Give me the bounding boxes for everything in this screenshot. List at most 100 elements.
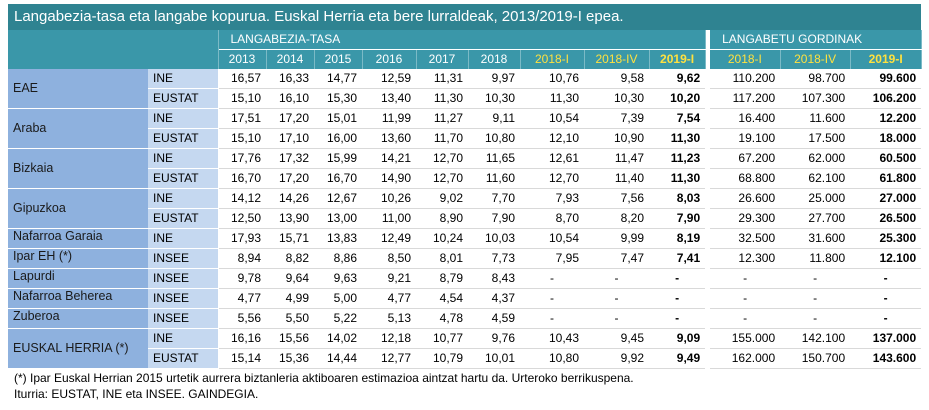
source-label: INE bbox=[148, 148, 219, 169]
value-cell: 7,93 bbox=[520, 188, 584, 209]
gap-cell bbox=[705, 288, 711, 308]
value-cell: 16,16 bbox=[218, 328, 266, 349]
value-cell: 67.200 bbox=[710, 148, 781, 169]
data-row: EAE INE 16,57 16,33 14,77 12,59 11,31 9,97 10,76… bbox=[8, 68, 922, 109]
footnotes: (*) Ipar Euskal Herrian 2015 urtetik aur… bbox=[14, 370, 634, 402]
gap-cell bbox=[705, 248, 711, 268]
value-cell: 10,54 bbox=[520, 228, 584, 249]
source-label: INSEE bbox=[148, 268, 219, 289]
value-cell: 15,99 bbox=[314, 148, 362, 169]
column-header: 2018-I bbox=[710, 49, 781, 69]
data-row: Nafarroa Beherea INSEE 4,77 4,99 5,00 4,77 4,5… bbox=[8, 288, 922, 309]
value-cell: 13,83 bbox=[314, 228, 362, 249]
value-cell: 16,33 bbox=[266, 68, 314, 89]
value-cell: 61.800 bbox=[850, 168, 922, 189]
column-header: 2014 bbox=[266, 49, 315, 69]
source-label: EUSTAT bbox=[148, 208, 219, 229]
value-cell: 13,90 bbox=[266, 208, 314, 229]
footnote: (*) Ipar Euskal Herrian 2015 urtetik aur… bbox=[14, 371, 634, 385]
value-cell: 162.000 bbox=[710, 348, 781, 369]
value-cell: 9,21 bbox=[362, 268, 416, 289]
value-cell: 4,37 bbox=[468, 288, 520, 309]
value-cell: 9,02 bbox=[416, 188, 468, 209]
gap-cell bbox=[705, 49, 711, 69]
value-cell: - bbox=[850, 268, 922, 289]
source-label: INE bbox=[148, 228, 219, 249]
value-cell: 4,78 bbox=[416, 308, 468, 329]
value-cell: 4,77 bbox=[362, 288, 416, 309]
value-cell: 11,30 bbox=[416, 88, 468, 109]
value-cell: 5,00 bbox=[314, 288, 362, 309]
value-cell: 18.000 bbox=[850, 128, 922, 149]
value-cell: 16,70 bbox=[314, 168, 362, 189]
value-cell: 15,36 bbox=[266, 348, 314, 369]
value-cell: 26.500 bbox=[850, 208, 922, 229]
source-label: INSEE bbox=[148, 248, 219, 269]
data-row: Gipuzkoa INE 14,12 14,26 12,67 10,26 9,02 7,70 7… bbox=[8, 188, 922, 229]
value-cell: 9,97 bbox=[468, 68, 520, 89]
value-cell: - bbox=[584, 268, 649, 289]
value-cell: 8,43 bbox=[468, 268, 520, 289]
column-header: 2013 bbox=[218, 49, 267, 69]
value-cell: 10,90 bbox=[584, 128, 649, 149]
region-label: EAE bbox=[8, 68, 148, 109]
value-cell: 26.600 bbox=[710, 188, 781, 209]
source-label: INE bbox=[148, 188, 219, 209]
value-cell: 14,12 bbox=[218, 188, 266, 209]
source-label: INE bbox=[148, 328, 219, 349]
value-cell: - bbox=[710, 268, 781, 289]
value-cell: 8,50 bbox=[362, 248, 416, 269]
value-cell: 10,79 bbox=[416, 348, 468, 369]
value-cell: 68.800 bbox=[710, 168, 781, 189]
data-row: EUSTAT 16,70 17,20 16,70 14,90 12,70 11,60 12,7… bbox=[8, 168, 922, 189]
value-cell: 11,65 bbox=[468, 148, 520, 169]
region-label: Gipuzkoa bbox=[8, 188, 148, 229]
value-cell: 9,11 bbox=[468, 108, 520, 129]
value-cell: 8,20 bbox=[584, 208, 649, 229]
region-label: Araba bbox=[8, 108, 148, 149]
value-cell: 8,70 bbox=[520, 208, 584, 229]
footnote: Iturria: EUSTAT, INE eta INSEE. GAINDEGI… bbox=[14, 387, 259, 401]
value-cell: 16.400 bbox=[710, 108, 781, 129]
value-cell: 7,90 bbox=[468, 208, 520, 229]
data-row: EUSKAL HERRIA (*) INE 16,16 15,56 14,02 12,18… bbox=[8, 328, 922, 369]
value-cell: 98.700 bbox=[780, 68, 851, 89]
value-cell: 13,40 bbox=[362, 88, 416, 109]
gap-cell bbox=[705, 108, 711, 128]
value-cell: 10,03 bbox=[468, 228, 520, 249]
value-cell: 7,70 bbox=[468, 188, 520, 209]
value-cell: - bbox=[520, 268, 584, 289]
value-cell: 25.300 bbox=[850, 228, 922, 249]
value-cell: - bbox=[520, 308, 584, 329]
column-header: 2018-IV bbox=[584, 49, 650, 69]
value-cell: 10,01 bbox=[468, 348, 520, 369]
data-row: Nafarroa Garaia INE 17,93 15,71 13,83 12,49 10… bbox=[8, 228, 922, 249]
value-cell: 7,54 bbox=[649, 108, 706, 129]
value-cell: 10,24 bbox=[416, 228, 468, 249]
value-cell: 8,01 bbox=[416, 248, 468, 269]
value-cell: 32.500 bbox=[710, 228, 781, 249]
source-label: INE bbox=[148, 68, 219, 89]
value-cell: 13,00 bbox=[314, 208, 362, 229]
value-cell: 11,23 bbox=[649, 148, 706, 169]
value-cell: 14,26 bbox=[266, 188, 314, 209]
value-cell: 11,27 bbox=[416, 108, 468, 129]
value-cell: 10,30 bbox=[584, 88, 649, 109]
data-row: EUSTAT 12,50 13,90 13,00 11,00 8,90 7,90 8,70 8,… bbox=[8, 208, 922, 229]
data-row: EUSTAT 15,14 15,36 14,44 12,77 10,79 10,01 10,8… bbox=[8, 348, 922, 369]
value-cell: 4,59 bbox=[468, 308, 520, 329]
data-row: Lapurdi INSEE 9,78 9,64 9,63 9,21 8,79 8,43- - - -… bbox=[8, 268, 922, 289]
value-cell: 7,56 bbox=[584, 188, 649, 209]
value-cell: - bbox=[850, 308, 922, 329]
gap-cell bbox=[705, 268, 711, 288]
source-label: INE bbox=[148, 108, 219, 129]
value-cell: 12,70 bbox=[416, 168, 468, 189]
value-cell: 8,90 bbox=[416, 208, 468, 229]
value-cell: 8,86 bbox=[314, 248, 362, 269]
value-cell: - bbox=[649, 308, 706, 329]
value-cell: 15,10 bbox=[218, 128, 266, 149]
value-cell: 8,03 bbox=[649, 188, 706, 209]
value-cell: 12.200 bbox=[850, 108, 922, 129]
value-cell: 19.100 bbox=[710, 128, 781, 149]
source-label: EUSTAT bbox=[148, 128, 219, 149]
